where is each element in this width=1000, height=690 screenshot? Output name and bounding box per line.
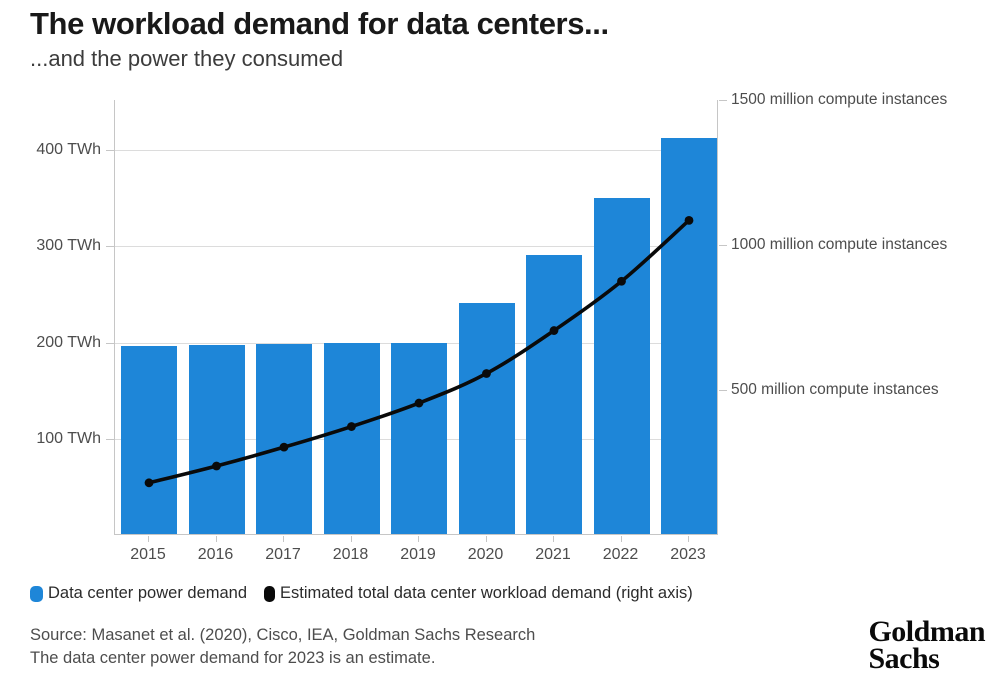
line-point-2017 [279, 442, 289, 452]
bar-2022 [593, 198, 650, 534]
bar-2018 [323, 343, 380, 534]
bar-2015 [121, 346, 177, 534]
x-axis-label: 2023 [670, 546, 706, 563]
x-axis-tick [553, 536, 554, 542]
plot-area [114, 100, 718, 535]
right-axis-label: 1000 million compute instances [731, 236, 948, 253]
line-point-2019 [414, 398, 424, 408]
bar-2020 [458, 303, 515, 534]
legend-label: Data center power demand [48, 584, 248, 602]
source-note: Source: Masanet et al. (2020), Cisco, IE… [30, 624, 535, 670]
line-point-2022 [617, 276, 626, 286]
x-axis-tick [215, 536, 217, 542]
source-line: The data center power demand for 2023 is… [30, 649, 436, 667]
x-axis-label: 2021 [535, 546, 571, 563]
x-axis-label: 2015 [130, 546, 166, 563]
workload-line [147, 218, 691, 485]
line-point-2020 [482, 369, 491, 378]
left-axis-label: 100 TWh [36, 429, 101, 447]
gridline [115, 150, 717, 152]
right-axis-tick [719, 390, 727, 391]
bar-2017 [256, 344, 312, 534]
bar-2019 [391, 342, 447, 534]
legend-item-power-demand: Data center power demand [30, 584, 247, 603]
left-axis-tick [106, 150, 114, 152]
left-axis-tick [106, 438, 114, 440]
x-axis-label: 2020 [467, 546, 504, 563]
gridline [115, 246, 717, 248]
right-axis-tick [719, 245, 727, 246]
goldman-sachs-logo: Goldman Sachs [868, 615, 985, 675]
line-point-2016 [212, 461, 221, 471]
x-axis-label: 2019 [400, 546, 436, 563]
line-point-2018 [347, 422, 356, 431]
left-axis-tick [106, 246, 114, 248]
x-axis-tick [283, 536, 284, 542]
left-axis-label: 300 TWh [36, 237, 101, 255]
x-axis-tick [350, 536, 352, 542]
legend: Data center power demand Estimated total… [30, 584, 693, 603]
left-axis-label: 200 TWh [36, 333, 101, 351]
bar-2023 [661, 138, 717, 534]
line-point-2021 [549, 326, 559, 335]
x-axis-tick [418, 536, 419, 542]
legend-label: Estimated total data center workload dem… [280, 584, 693, 602]
right-axis-label: 1500 million compute instances [731, 91, 948, 108]
x-axis-tick [148, 536, 149, 542]
line-series-swatch-icon [264, 585, 276, 602]
x-axis-label: 2016 [197, 546, 234, 563]
bar-series-swatch-icon [30, 585, 43, 602]
x-axis-label: 2022 [602, 546, 639, 563]
chart-subtitle: ...and the power they consumed [30, 46, 344, 71]
source-line: Source: Masanet et al. (2020), Cisco, IE… [30, 626, 536, 644]
x-axis-tick [688, 536, 689, 542]
bar-2021 [526, 254, 582, 534]
left-axis-tick [106, 342, 114, 344]
line-point-2023 [684, 215, 694, 225]
x-axis-tick [620, 536, 622, 542]
x-axis-tick [485, 536, 487, 542]
workload-line-layer [144, 215, 694, 488]
left-axis-label: 400 TWh [36, 141, 101, 159]
right-axis-label: 500 million compute instances [731, 381, 939, 398]
bar-2016 [188, 345, 245, 534]
legend-item-workload-demand: Estimated total data center workload dem… [264, 584, 693, 603]
right-axis-tick [719, 100, 727, 101]
logo-line: Sachs [868, 642, 940, 675]
x-axis-label: 2018 [332, 546, 369, 563]
chart-title: The workload demand for data centers... [30, 6, 609, 41]
logo-line: Goldman [868, 615, 985, 648]
x-axis-label: 2017 [265, 546, 301, 563]
line-point-2015 [144, 478, 154, 488]
